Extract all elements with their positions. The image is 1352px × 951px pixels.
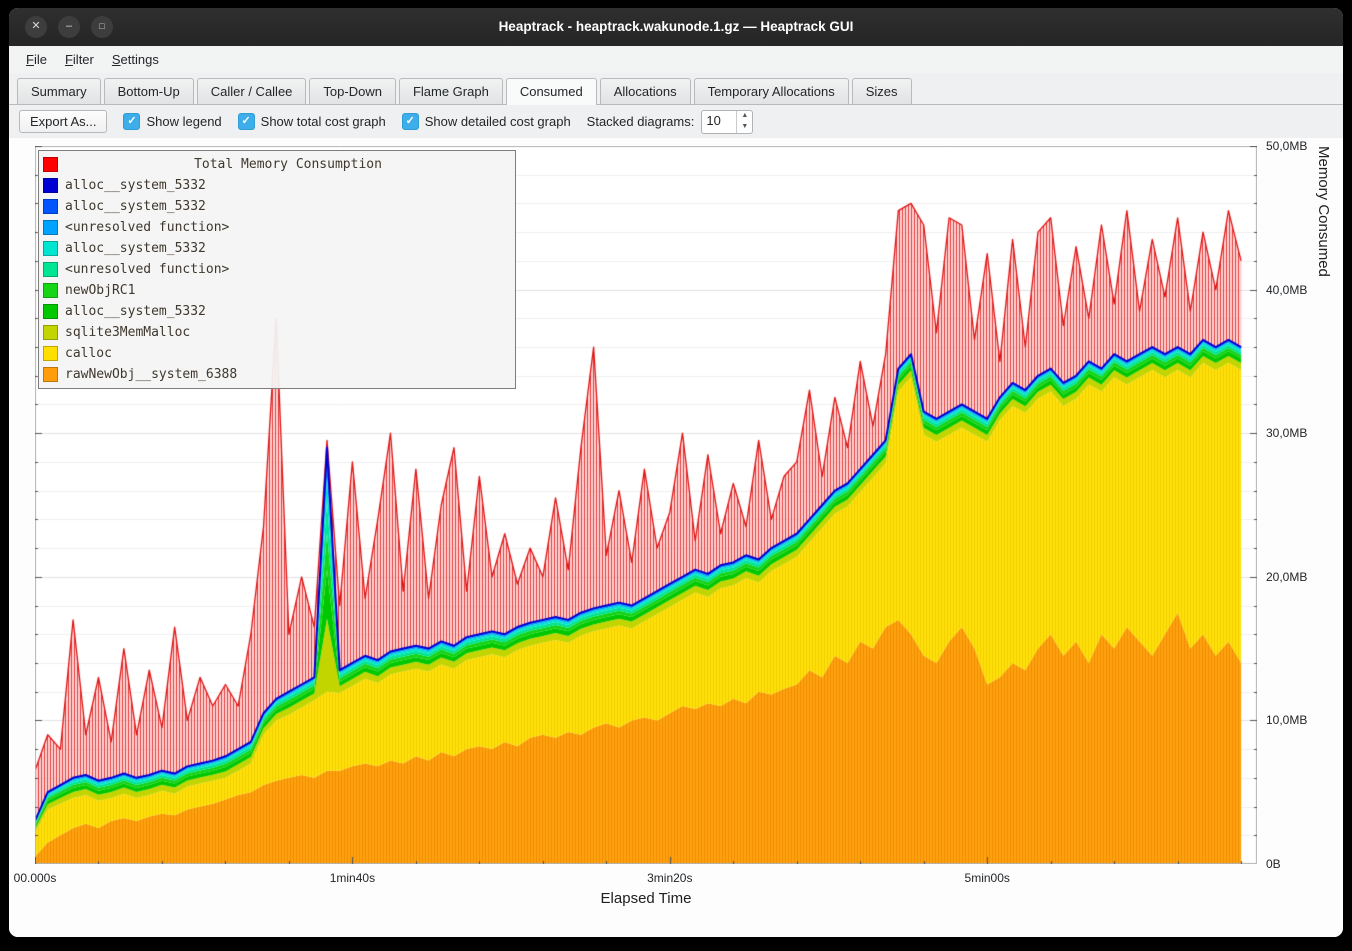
legend-title-row: Total Memory Consumption: [43, 154, 511, 175]
checkbox-show-detailed-cost-graph[interactable]: ✓ Show detailed cost graph: [402, 113, 571, 130]
stacked-diagrams-value[interactable]: 10: [702, 111, 736, 133]
x-axis-tick-label: 00.000s: [14, 871, 57, 885]
legend-swatch-icon: [43, 220, 58, 235]
x-axis-tick-label: 5min00s: [965, 871, 1010, 885]
x-axis-tick-label: 3min20s: [647, 871, 692, 885]
legend-swatch-icon: [43, 262, 58, 277]
y-axis-tick-label: 10,0MB: [1266, 713, 1307, 727]
menu-filter[interactable]: Filter: [56, 49, 103, 70]
spin-arrows: ▲ ▼: [736, 111, 752, 133]
tab-sizes[interactable]: Sizes: [852, 78, 912, 104]
legend-title: Total Memory Consumption: [65, 157, 511, 172]
legend-swatch-icon: [43, 157, 58, 172]
stacked-diagrams-spinbox[interactable]: 10 ▲ ▼: [701, 110, 753, 134]
y-axis-tick-label: 20,0MB: [1266, 570, 1307, 584]
tab-consumed[interactable]: Consumed: [506, 78, 597, 105]
legend-item-label: alloc__system_5332: [65, 304, 206, 319]
y-axis-tick-label: 0B: [1266, 857, 1281, 871]
legend-item-label: alloc__system_5332: [65, 178, 206, 193]
checkbox-checked-icon: ✓: [402, 113, 419, 130]
legend-item: <unresolved function>: [43, 259, 511, 280]
spin-down-icon[interactable]: ▼: [737, 122, 752, 133]
y-axis-tick-label: 50,0MB: [1266, 139, 1307, 153]
legend-swatch-icon: [43, 283, 58, 298]
legend-item-label: alloc__system_5332: [65, 241, 206, 256]
legend-swatch-icon: [43, 367, 58, 382]
checkbox-group: ✓ Show legend ✓ Show total cost graph ✓ Show …: [123, 113, 570, 130]
legend-swatch-icon: [43, 241, 58, 256]
legend-item: <unresolved function>: [43, 217, 511, 238]
legend-item: calloc: [43, 343, 511, 364]
tab-top-down[interactable]: Top-Down: [309, 78, 396, 104]
checkbox-show-legend[interactable]: ✓ Show legend: [123, 113, 221, 130]
checkbox-show-total-cost-graph[interactable]: ✓ Show total cost graph: [238, 113, 386, 130]
titlebar[interactable]: ✕ – □ Heaptrack - heaptrack.wakunode.1.g…: [9, 8, 1343, 46]
x-axis-title: Elapsed Time: [35, 890, 1257, 907]
legend-item: alloc__system_5332: [43, 196, 511, 217]
tab-summary[interactable]: Summary: [17, 78, 101, 104]
tab-caller-callee[interactable]: Caller / Callee: [197, 78, 307, 104]
legend-item-label: calloc: [65, 346, 112, 361]
legend-item-label: newObjRC1: [65, 283, 135, 298]
checkbox-checked-icon: ✓: [123, 113, 140, 130]
legend-item-label: sqlite3MemMalloc: [65, 325, 190, 340]
legend-item: newObjRC1: [43, 280, 511, 301]
y-axis-title: Memory Consumed: [1315, 146, 1332, 864]
menu-bar: File Filter Settings: [9, 46, 1343, 73]
chart-region: Total Memory Consumption alloc__system_53…: [9, 138, 1343, 937]
legend-swatch-icon: [43, 325, 58, 340]
legend-item: alloc__system_5332: [43, 238, 511, 259]
checkbox-label: Show total cost graph: [261, 114, 386, 129]
legend-item-label: <unresolved function>: [65, 220, 229, 235]
toolbar: Export As... ✓ Show legend ✓ Show total cos…: [9, 105, 1343, 138]
legend-swatch-icon: [43, 346, 58, 361]
y-axis-tick-label: 30,0MB: [1266, 426, 1307, 440]
legend-swatch-icon: [43, 178, 58, 193]
checkbox-label: Show legend: [146, 114, 221, 129]
legend-item: alloc__system_5332: [43, 175, 511, 196]
stacked-diagrams-group: Stacked diagrams: 10 ▲ ▼: [587, 110, 754, 134]
tab-allocations[interactable]: Allocations: [600, 78, 691, 104]
legend-item: alloc__system_5332: [43, 301, 511, 322]
legend-item-label: alloc__system_5332: [65, 199, 206, 214]
tab-bar: SummaryBottom-UpCaller / CalleeTop-DownF…: [9, 73, 1343, 105]
legend-swatch-icon: [43, 199, 58, 214]
legend-item-label: <unresolved function>: [65, 262, 229, 277]
y-axis-tick-label: 40,0MB: [1266, 283, 1307, 297]
menu-settings[interactable]: Settings: [103, 49, 168, 70]
spin-up-icon[interactable]: ▲: [737, 111, 752, 122]
app-window: ✕ – □ Heaptrack - heaptrack.wakunode.1.g…: [9, 8, 1343, 937]
tab-flame-graph[interactable]: Flame Graph: [399, 78, 503, 104]
legend-item: sqlite3MemMalloc: [43, 322, 511, 343]
stacked-diagrams-label: Stacked diagrams:: [587, 114, 695, 129]
x-axis-tick-label: 1min40s: [330, 871, 375, 885]
chart-legend: Total Memory Consumption alloc__system_53…: [38, 150, 516, 389]
checkbox-label: Show detailed cost graph: [425, 114, 571, 129]
legend-item-label: rawNewObj__system_6388: [65, 367, 237, 382]
legend-item: rawNewObj__system_6388: [43, 364, 511, 385]
menu-file[interactable]: File: [17, 49, 56, 70]
export-as-button[interactable]: Export As...: [19, 110, 107, 133]
tab-bottom-up[interactable]: Bottom-Up: [104, 78, 194, 104]
checkbox-checked-icon: ✓: [238, 113, 255, 130]
tab-temporary-allocations[interactable]: Temporary Allocations: [694, 78, 849, 104]
legend-swatch-icon: [43, 304, 58, 319]
window-title: Heaptrack - heaptrack.wakunode.1.gz — He…: [9, 8, 1343, 46]
